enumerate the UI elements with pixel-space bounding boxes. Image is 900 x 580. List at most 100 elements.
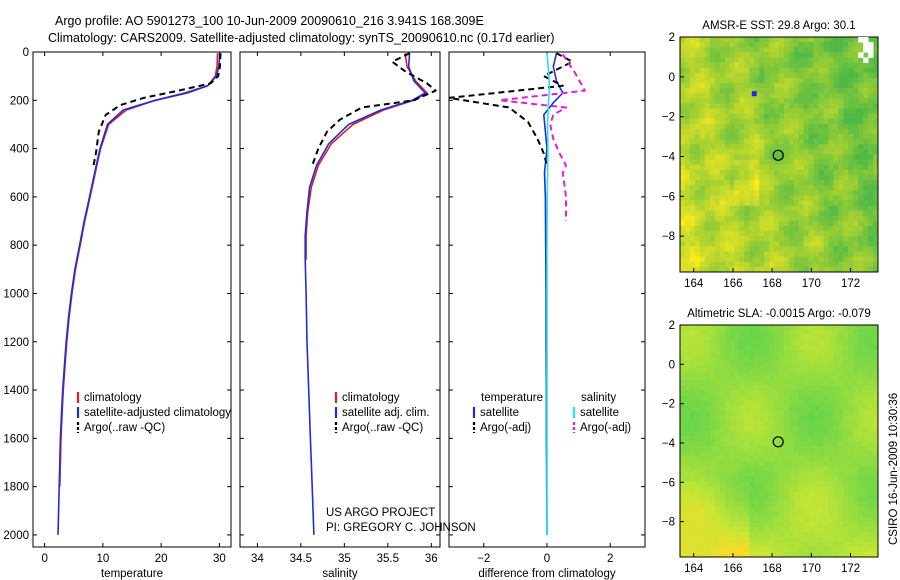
map-cell bbox=[744, 108, 750, 115]
map-cell bbox=[739, 149, 745, 155]
map-cell bbox=[689, 481, 696, 487]
map-cell bbox=[828, 370, 834, 376]
map-cell bbox=[848, 496, 854, 502]
map-cell bbox=[734, 420, 740, 427]
map-cell bbox=[838, 88, 844, 94]
map-cell bbox=[724, 476, 730, 482]
map-cell bbox=[788, 435, 795, 442]
map-cell bbox=[749, 159, 755, 166]
map-cell bbox=[803, 451, 810, 457]
map-cell bbox=[783, 466, 790, 472]
map-cell bbox=[813, 220, 819, 227]
map-cell bbox=[823, 123, 829, 130]
map-cell bbox=[803, 405, 810, 412]
map-cell bbox=[744, 476, 750, 482]
map-cell bbox=[868, 169, 874, 176]
map-cell bbox=[779, 430, 785, 437]
map-cell bbox=[714, 471, 720, 477]
sst-map-title: AMSR-E SST: 29.8 Argo: 30.1 bbox=[702, 20, 855, 32]
map-cell bbox=[699, 98, 706, 104]
map-cell bbox=[779, 360, 785, 366]
map-cell bbox=[734, 82, 740, 89]
map-cell bbox=[818, 380, 824, 386]
map-cell bbox=[684, 526, 691, 533]
map-cell bbox=[783, 340, 790, 346]
map-cell bbox=[680, 430, 686, 437]
map-cell bbox=[714, 159, 720, 166]
map-cell bbox=[699, 108, 706, 115]
map-cell bbox=[838, 370, 844, 376]
map-cell bbox=[863, 195, 869, 201]
map-cell bbox=[739, 441, 745, 447]
map-cell bbox=[808, 365, 815, 371]
map-cell bbox=[694, 441, 701, 447]
map-cell bbox=[848, 169, 854, 176]
map-cell bbox=[719, 67, 725, 74]
map-cell bbox=[823, 37, 829, 43]
map-cell bbox=[724, 200, 730, 206]
map-cell bbox=[764, 251, 770, 258]
map-cell bbox=[818, 476, 824, 482]
map-cell bbox=[813, 435, 819, 442]
map-cell bbox=[828, 466, 834, 472]
map-cell bbox=[724, 390, 730, 397]
map-cell bbox=[709, 42, 716, 48]
map-cell bbox=[739, 67, 745, 74]
map-cell bbox=[769, 390, 775, 397]
map-cell bbox=[694, 410, 701, 417]
map-cell bbox=[704, 501, 711, 507]
map-cell bbox=[833, 340, 839, 346]
map-cell bbox=[833, 72, 839, 79]
map-cell bbox=[744, 67, 750, 74]
map-cell bbox=[798, 350, 805, 356]
map-cell bbox=[798, 466, 805, 472]
map-cell bbox=[699, 88, 706, 94]
map-cell bbox=[868, 251, 874, 258]
map-cell bbox=[779, 390, 785, 397]
map-cell bbox=[838, 340, 844, 346]
map-cell bbox=[798, 164, 805, 171]
map-cell bbox=[739, 516, 745, 523]
map-cell bbox=[719, 123, 725, 130]
map-cell bbox=[838, 77, 844, 84]
map-cell bbox=[719, 241, 725, 247]
map-cell bbox=[749, 536, 755, 543]
map-cell bbox=[739, 139, 745, 145]
map-cell bbox=[813, 501, 819, 507]
map-cell bbox=[689, 430, 696, 437]
map-cell bbox=[729, 159, 735, 166]
map-cell bbox=[798, 261, 805, 268]
map-cell bbox=[684, 256, 691, 263]
map-cell bbox=[833, 360, 839, 366]
map-cell bbox=[833, 236, 839, 242]
map-cell bbox=[798, 486, 805, 492]
map-cell bbox=[684, 210, 691, 217]
map-cell bbox=[764, 506, 770, 513]
map-cell bbox=[739, 195, 745, 201]
map-cell bbox=[714, 375, 720, 381]
map-cell bbox=[729, 506, 735, 513]
map-cell bbox=[724, 113, 730, 120]
map-cell bbox=[873, 195, 879, 201]
map-cell bbox=[823, 72, 829, 79]
map-cell bbox=[744, 159, 750, 166]
map-cell bbox=[694, 185, 701, 191]
map-cell bbox=[699, 536, 706, 543]
map-cell bbox=[798, 108, 805, 115]
map-cell bbox=[684, 72, 691, 79]
map-cell bbox=[848, 350, 854, 356]
map-cell bbox=[699, 506, 706, 513]
series-line-satellite-adjusted-climatology bbox=[57, 53, 221, 535]
y-tick-label: 2 bbox=[669, 32, 675, 44]
map-cell bbox=[863, 390, 869, 397]
map-cell bbox=[709, 335, 716, 341]
map-cell bbox=[729, 516, 735, 523]
map-cell bbox=[680, 385, 686, 391]
map-cell bbox=[833, 159, 839, 166]
map-cell bbox=[808, 390, 815, 397]
map-cell bbox=[734, 144, 740, 150]
map-cell bbox=[798, 360, 805, 366]
map-cell bbox=[704, 380, 711, 386]
map-cell bbox=[769, 128, 775, 135]
map-cell bbox=[803, 390, 810, 397]
